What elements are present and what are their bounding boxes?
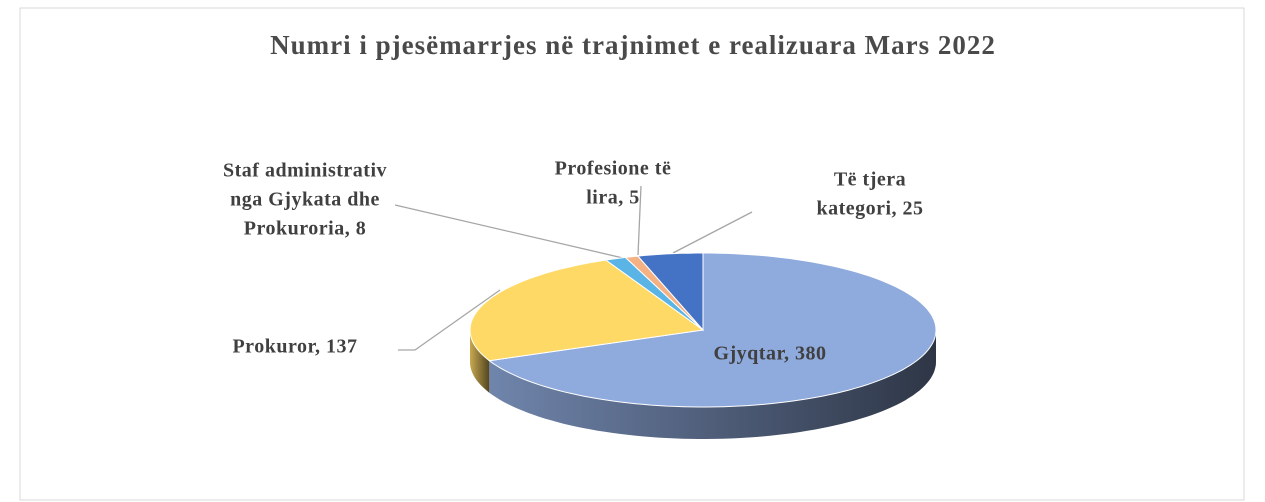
data-label: lira, 5 (586, 187, 640, 209)
chart-title: Numri i pjesëmarrjes në trajnimet e real… (270, 30, 996, 60)
data-label: Të tjera (834, 169, 906, 191)
data-label: Prokuroria, 8 (244, 218, 366, 240)
data-label: Staf administrativ (223, 160, 387, 182)
leader-line (637, 185, 642, 256)
data-label: kategori, 25 (816, 198, 923, 220)
data-label: Profesione të (555, 158, 672, 180)
slice (488, 252, 937, 408)
slice (636, 252, 704, 332)
slice (469, 259, 705, 362)
slice-side (489, 330, 936, 439)
data-label: nga Gjykata dhe (230, 189, 380, 211)
leader-line (394, 204, 624, 259)
data-label: Prokuror, 137 (232, 336, 357, 358)
leader-line (398, 289, 501, 351)
leader-line (672, 211, 753, 254)
data-label: Gjyqtar, 380 (713, 343, 826, 365)
